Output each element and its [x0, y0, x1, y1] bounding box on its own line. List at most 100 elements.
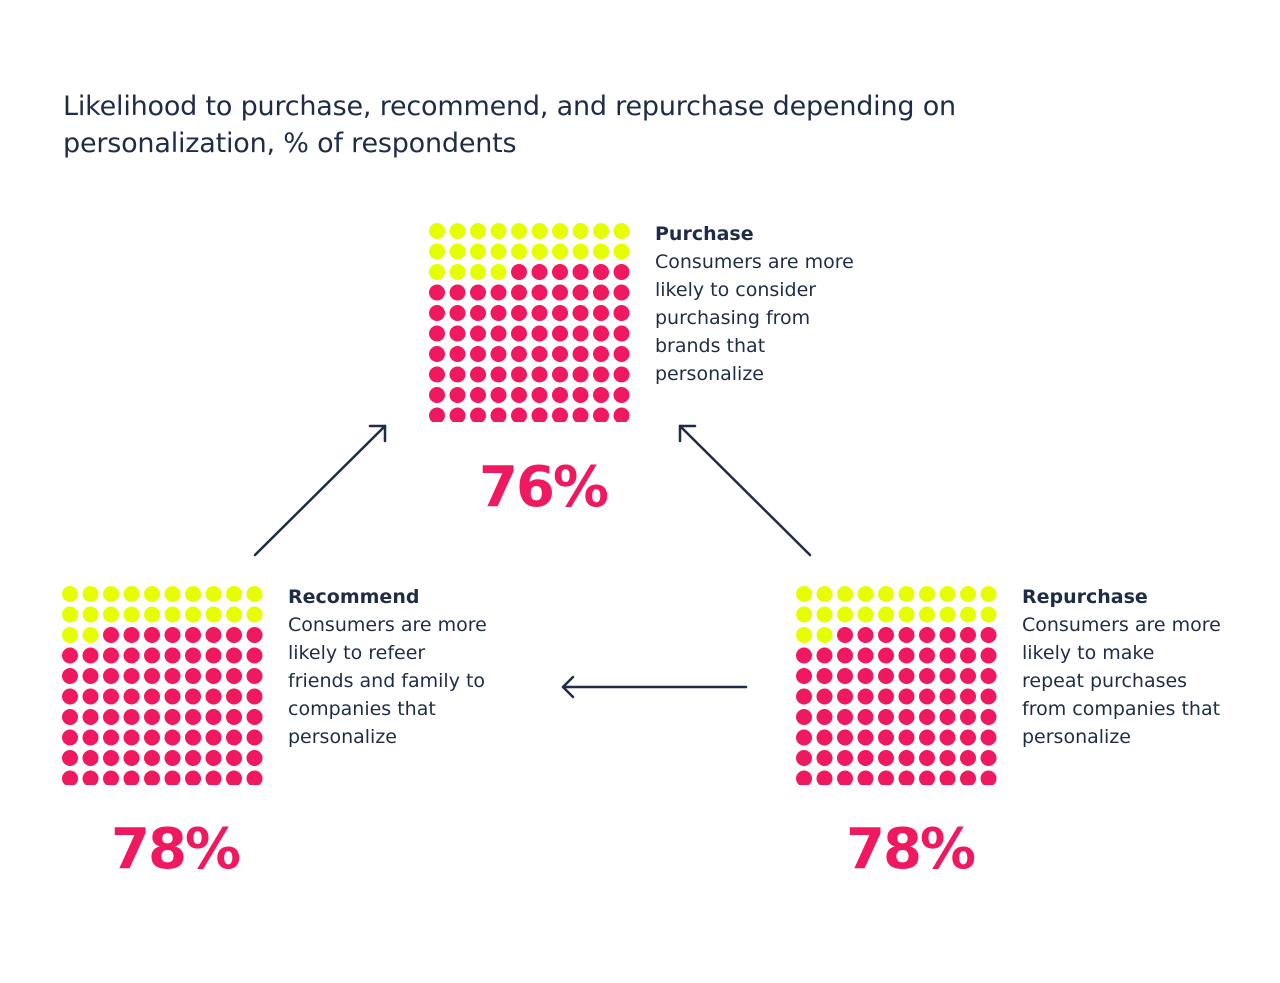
waffle-dot-likely — [82, 668, 99, 684]
waffle-dot-likely — [429, 284, 445, 301]
waffle-dot-other — [205, 606, 222, 623]
waffle-dot-other — [144, 606, 160, 623]
waffle-dot-other — [490, 223, 507, 239]
waffle-dot-likely — [919, 668, 935, 684]
card-repurchase: Repurchase Consumers are more likely to … — [1022, 583, 1222, 751]
card-purchase: Purchase Consumers are more likely to co… — [655, 220, 855, 388]
waffle-dot-likely — [144, 647, 160, 664]
waffle-dot-likely — [103, 688, 119, 705]
waffle-dot-likely — [837, 709, 853, 725]
waffle-dot-likely — [144, 729, 160, 746]
arrow-repurchase-to-purchase — [678, 424, 812, 557]
waffle-dot-likely — [960, 647, 976, 664]
waffle-dot-likely — [62, 709, 78, 725]
waffle-dot-other — [613, 223, 630, 239]
waffle-dot-other — [613, 243, 630, 260]
waffle-dot-likely — [960, 688, 976, 705]
waffle-dot-likely — [164, 688, 181, 705]
waffle-dot-other — [572, 243, 589, 260]
waffle-dot-other — [470, 264, 486, 280]
waffle-dot-likely — [123, 627, 140, 643]
waffle-dot-likely — [980, 668, 997, 684]
waffle-dot-likely — [226, 688, 242, 705]
waffle-dot-other — [449, 243, 466, 260]
waffle-dot-likely — [246, 770, 263, 785]
waffle-dot-likely — [919, 770, 935, 785]
waffle-dot-likely — [572, 305, 589, 321]
waffle-dot-likely — [816, 750, 833, 766]
waffle-dot-likely — [898, 627, 915, 643]
waffle-dot-likely — [226, 709, 242, 725]
waffle-dot-other — [164, 606, 181, 623]
waffle-dot-likely — [613, 264, 630, 280]
waffle-dot-likely — [980, 647, 997, 664]
waffle-dot-likely — [796, 647, 812, 664]
waffle-dot-likely — [878, 647, 894, 664]
waffle-dot-likely — [939, 668, 956, 684]
waffle-dot-likely — [226, 668, 242, 684]
waffle-dot-likely — [531, 346, 548, 362]
waffle-dot-likely — [205, 729, 222, 746]
waffle-dot-likely — [185, 688, 201, 705]
waffle-dot-likely — [837, 647, 853, 664]
waffle-dot-other — [796, 586, 812, 602]
waffle-dot-likely — [857, 668, 874, 684]
arrow-recommend-to-purchase-head — [368, 424, 387, 443]
waffle-dot-likely — [816, 688, 833, 705]
waffle-dot-likely — [185, 627, 201, 643]
waffle-dot-other — [103, 586, 119, 602]
waffle-dot-likely — [919, 688, 935, 705]
waffle-dot-likely — [857, 709, 874, 725]
waffle-dot-likely — [449, 346, 466, 362]
waffle-dot-likely — [816, 729, 833, 746]
waffle-dot-likely — [470, 325, 486, 342]
waffle-dot-likely — [490, 325, 507, 342]
waffle-dot-other — [878, 606, 894, 623]
waffle-dot-likely — [857, 770, 874, 785]
waffle-dot-likely — [816, 647, 833, 664]
arrow-recommend-to-purchase — [253, 424, 387, 557]
waffle-dot-likely — [593, 407, 609, 422]
waffle-dot-likely — [246, 627, 263, 643]
waffle-dot-likely — [960, 668, 976, 684]
waffle-dot-likely — [593, 346, 609, 362]
waffle-dot-likely — [919, 729, 935, 746]
waffle-dot-likely — [980, 709, 997, 725]
waffle-dot-likely — [552, 387, 568, 403]
waffle-dot-other — [878, 586, 894, 602]
waffle-dot-other — [62, 586, 78, 602]
waffle-dot-other — [531, 243, 548, 260]
waffle-dot-likely — [470, 366, 486, 383]
waffle-dot-likely — [429, 305, 445, 321]
waffle-dot-likely — [205, 668, 222, 684]
waffle-dot-other — [816, 627, 833, 643]
waffle-dot-likely — [898, 688, 915, 705]
waffle-dot-other — [960, 586, 976, 602]
waffle-dot-other — [857, 606, 874, 623]
waffle-dot-likely — [878, 668, 894, 684]
value-purchase: 76% — [479, 455, 609, 520]
waffle-dot-likely — [960, 770, 976, 785]
waffle-dot-other — [246, 606, 263, 623]
waffle-dot-likely — [429, 366, 445, 383]
waffle-dot-likely — [449, 366, 466, 383]
arrow-repurchase-to-recommend — [561, 675, 748, 699]
waffle-dot-likely — [164, 627, 181, 643]
waffle-dot-other — [593, 223, 609, 239]
waffle-dot-likely — [939, 688, 956, 705]
waffle-dot-likely — [939, 770, 956, 785]
waffle-dot-likely — [490, 387, 507, 403]
value-recommend: 78% — [111, 817, 241, 882]
waffle-dot-other — [919, 606, 935, 623]
label-purchase: Purchase — [655, 223, 754, 245]
waffle-dot-likely — [103, 668, 119, 684]
waffle-dot-likely — [613, 387, 630, 403]
waffle-dot-likely — [837, 688, 853, 705]
waffle-dot-other — [919, 586, 935, 602]
waffle-dot-likely — [531, 325, 548, 342]
waffle-dot-likely — [449, 407, 466, 422]
waffle-dot-likely — [816, 668, 833, 684]
waffle-dot-likely — [226, 750, 242, 766]
waffle-dot-likely — [593, 284, 609, 301]
waffle-dot-other — [511, 223, 527, 239]
